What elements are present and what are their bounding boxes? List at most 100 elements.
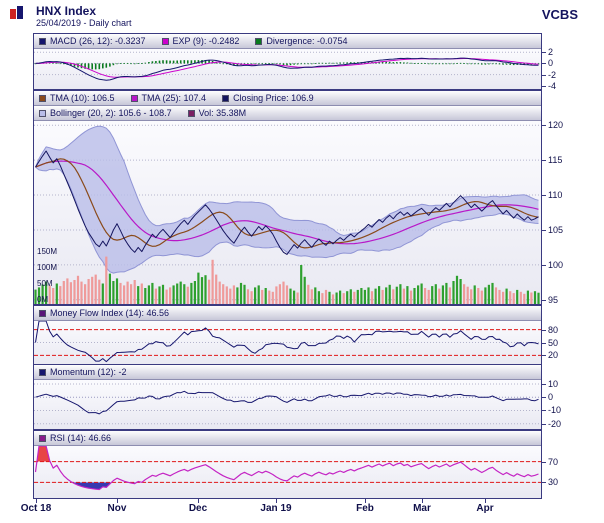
exp-value-label: EXP (9): -0.2482 bbox=[172, 36, 240, 46]
exp-legend-item: EXP (9): -0.2482 bbox=[161, 36, 240, 46]
y-axis-tick bbox=[542, 195, 546, 196]
closing-price-swatch-icon bbox=[222, 94, 230, 102]
y-axis-label: 50 bbox=[548, 338, 559, 348]
macd-line-swatch-icon bbox=[39, 37, 46, 45]
macd-plot[interactable] bbox=[34, 49, 541, 89]
macd-value-label: MACD (26, 12): -0.3237 bbox=[50, 36, 146, 46]
y-axis-label: 10 bbox=[548, 379, 559, 389]
x-axis-tick bbox=[36, 499, 37, 503]
divergence-swatch-icon bbox=[255, 37, 263, 45]
bollinger-swatch-icon bbox=[39, 109, 46, 117]
momentum-svg bbox=[34, 383, 541, 425]
x-axis-tick bbox=[422, 499, 423, 503]
y-axis-tick bbox=[542, 397, 546, 398]
y-axis-tick bbox=[542, 75, 546, 76]
y-axis-tick bbox=[542, 86, 546, 87]
momentum-value-label: Momentum (12): -2 bbox=[50, 367, 127, 377]
bollinger-value-label: Bollinger (20, 2): 105.6 - 108.7 bbox=[50, 108, 172, 118]
mfi-svg bbox=[34, 321, 541, 363]
y-axis-tick bbox=[542, 330, 546, 331]
volume-axis-label: 100M bbox=[37, 263, 58, 272]
x-axis-tick bbox=[365, 499, 366, 503]
y-axis-label: 100 bbox=[548, 260, 564, 270]
volume-value-label: Vol: 35.38M bbox=[198, 108, 247, 118]
x-axis-label: Nov bbox=[107, 503, 127, 514]
macd-legend: MACD (26, 12): -0.3237 EXP (9): -0.2482 … bbox=[34, 34, 541, 49]
tma25-swatch-icon bbox=[130, 94, 138, 102]
divergence-value-label: Divergence: -0.0754 bbox=[266, 36, 348, 46]
y-axis-tick bbox=[542, 424, 546, 425]
mfi-panel: Money Flow Index (14): 46.56 bbox=[33, 305, 542, 365]
y-axis-label: 115 bbox=[548, 155, 563, 165]
chart-date-subtitle: 25/04/2019 - Daily chart bbox=[36, 18, 132, 28]
price-legend-row1: TMA (10): 106.5 TMA (25): 107.4 Closing … bbox=[34, 91, 541, 106]
x-axis-label: Apr bbox=[476, 503, 494, 514]
y-axis-label: -4 bbox=[548, 81, 557, 91]
y-axis-tick bbox=[542, 482, 546, 483]
x-axis-label: Feb bbox=[356, 503, 374, 514]
mfi-value-label: Money Flow Index (14): 46.56 bbox=[50, 308, 170, 318]
rsi-svg bbox=[34, 446, 541, 491]
exp-line-swatch-icon bbox=[161, 37, 169, 45]
y-axis-tick bbox=[542, 410, 546, 411]
volume-axis-label: 0M bbox=[37, 295, 49, 304]
y-axis-tick bbox=[542, 230, 546, 231]
rsi-swatch-icon bbox=[39, 434, 46, 442]
volume-swatch-icon bbox=[187, 109, 195, 117]
y-axis-label: 0 bbox=[548, 392, 554, 402]
rsi-legend: RSI (14): 46.66 bbox=[34, 431, 541, 446]
closing-price-legend-item: Closing Price: 106.9 bbox=[222, 93, 314, 103]
mfi-swatch-icon bbox=[39, 309, 46, 317]
y-axis-tick bbox=[542, 355, 546, 356]
y-axis-label: 70 bbox=[548, 457, 559, 467]
x-axis-tick bbox=[485, 499, 486, 503]
x-axis-tick bbox=[276, 499, 277, 503]
closing-price-value-label: Closing Price: 106.9 bbox=[233, 93, 314, 103]
y-axis-tick bbox=[542, 300, 546, 301]
x-axis-label: Mar bbox=[413, 503, 431, 514]
price-plot[interactable]: 150M 100M 50M 0M bbox=[34, 121, 541, 304]
y-axis-tick bbox=[542, 343, 546, 344]
rsi-plot[interactable] bbox=[34, 446, 541, 498]
momentum-panel: Momentum (12): -2 bbox=[33, 364, 542, 430]
mfi-plot[interactable] bbox=[34, 321, 541, 364]
x-axis-tick bbox=[198, 499, 199, 503]
price-panel: TMA (10): 106.5 TMA (25): 107.4 Closing … bbox=[33, 90, 542, 305]
y-axis-tick bbox=[542, 384, 546, 385]
y-axis-label: 120 bbox=[548, 120, 564, 130]
price-legend-row2: Bollinger (20, 2): 105.6 - 108.7 Vol: 35… bbox=[34, 106, 541, 121]
y-axis-label: 30 bbox=[548, 477, 559, 487]
y-axis-tick bbox=[542, 160, 546, 161]
app-logo-icon bbox=[9, 5, 25, 21]
bollinger-legend-item: Bollinger (20, 2): 105.6 - 108.7 bbox=[39, 108, 172, 118]
tma10-value-label: TMA (10): 106.5 bbox=[50, 93, 115, 103]
divergence-legend-item: Divergence: -0.0754 bbox=[255, 36, 347, 46]
macd-svg bbox=[34, 51, 541, 81]
y-axis-tick bbox=[542, 265, 546, 266]
macd-panel: MACD (26, 12): -0.3237 EXP (9): -0.2482 … bbox=[33, 33, 542, 90]
rsi-legend-item: RSI (14): 46.66 bbox=[39, 433, 111, 443]
volume-axis-label: 150M bbox=[37, 247, 58, 256]
y-axis-label: 20 bbox=[548, 350, 559, 360]
y-axis-label: -20 bbox=[548, 419, 562, 429]
y-axis-label: -2 bbox=[548, 70, 557, 80]
rsi-panel: RSI (14): 46.66 bbox=[33, 430, 542, 499]
y-axis-tick bbox=[542, 125, 546, 126]
momentum-swatch-icon bbox=[39, 368, 46, 376]
y-axis-label: 105 bbox=[548, 225, 564, 235]
volume-legend-item: Vol: 35.38M bbox=[187, 108, 247, 118]
y-axis-label: 2 bbox=[548, 47, 554, 57]
tma10-legend-item: TMA (10): 106.5 bbox=[39, 93, 115, 103]
rsi-value-label: RSI (14): 46.66 bbox=[50, 433, 112, 443]
tma25-value-label: TMA (25): 107.4 bbox=[141, 93, 207, 103]
x-axis-label: Oct 18 bbox=[20, 503, 52, 514]
y-axis-label: 110 bbox=[548, 190, 563, 200]
x-axis-label: Jan 19 bbox=[260, 503, 292, 514]
volume-axis-label: 50M bbox=[37, 279, 53, 288]
y-axis-label: 0 bbox=[548, 58, 554, 68]
y-axis-tick bbox=[542, 52, 546, 53]
y-axis-label: -10 bbox=[548, 405, 562, 415]
momentum-plot[interactable] bbox=[34, 380, 541, 429]
mfi-legend-item: Money Flow Index (14): 46.56 bbox=[39, 308, 169, 318]
